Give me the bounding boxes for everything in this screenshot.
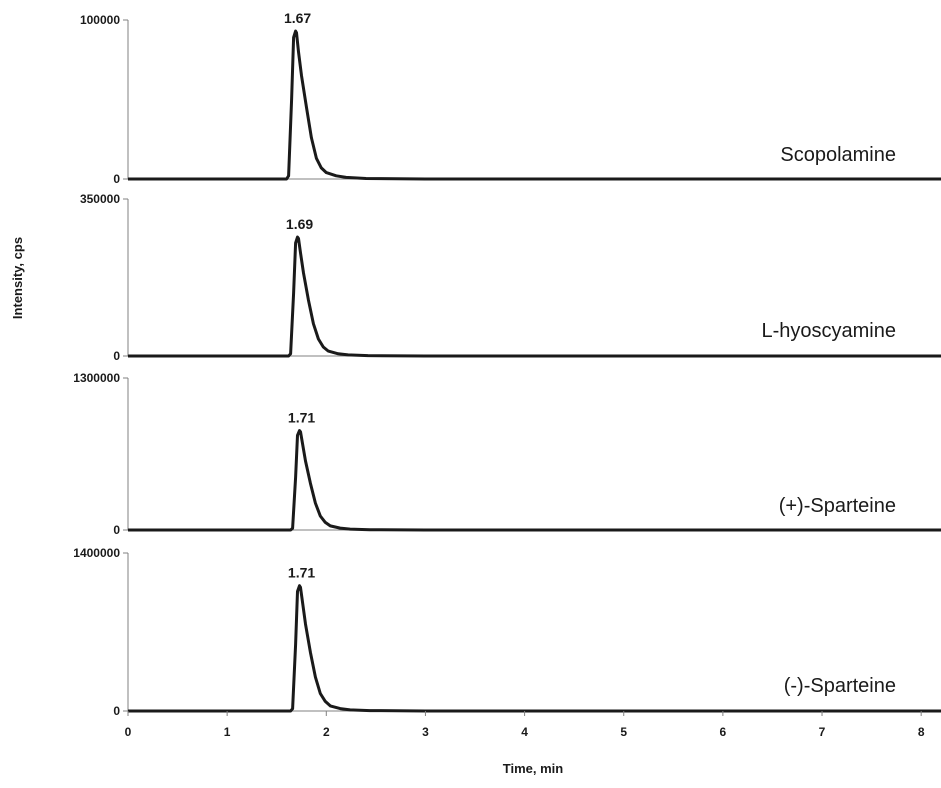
panel-4: 0 1400000 1.71 (-)-Sparteine [73,546,941,718]
panel-3: 0 1300000 1.71 (+)-Sparteine [73,371,941,537]
y-tick-label: 1400000 [73,546,120,560]
peak-label: 1.71 [288,565,315,581]
x-tick-label: 7 [819,725,826,739]
x-axis: 0 1 2 3 4 5 6 7 8 [125,711,925,739]
x-tick-label: 8 [918,725,925,739]
y-tick-label: 1300000 [73,371,120,385]
compound-label: (-)-Sparteine [784,675,896,697]
y-tick-label: 0 [113,704,120,718]
series-line [128,235,941,358]
compound-label: (+)-Sparteine [779,495,896,517]
x-axis-title: Time, min [503,761,564,776]
y-tick-label: 100000 [80,13,120,27]
x-tick-label: 1 [224,725,231,739]
panels-layer: 0 100000 1.67 Scopolamine 0 350000 1.69 L-hyosc… [73,10,941,718]
x-tick-label: 5 [620,725,627,739]
peak-label: 1.69 [286,216,313,232]
panel-2: 0 350000 1.69 L-hyoscyamine [80,192,941,363]
y-tick-label: 350000 [80,192,120,206]
peak-label: 1.67 [284,10,311,26]
x-tick-label: 2 [323,725,330,739]
series-line [128,29,941,181]
x-tick-label: 3 [422,725,429,739]
compound-label: L-hyoscyamine [761,320,896,342]
x-tick-label: 6 [720,725,727,739]
series-line [128,584,941,713]
panel-1: 0 100000 1.67 Scopolamine [80,10,941,186]
x-tick-label: 4 [521,725,528,739]
x-tick-label: 0 [125,725,132,739]
y-tick-label: 0 [113,523,120,537]
compound-label: Scopolamine [780,144,896,166]
series-line [128,429,941,532]
y-tick-label: 0 [113,349,120,363]
peak-label: 1.71 [288,410,315,426]
y-axis-title: Intensity, cps [10,237,25,319]
y-tick-label: 0 [113,172,120,186]
